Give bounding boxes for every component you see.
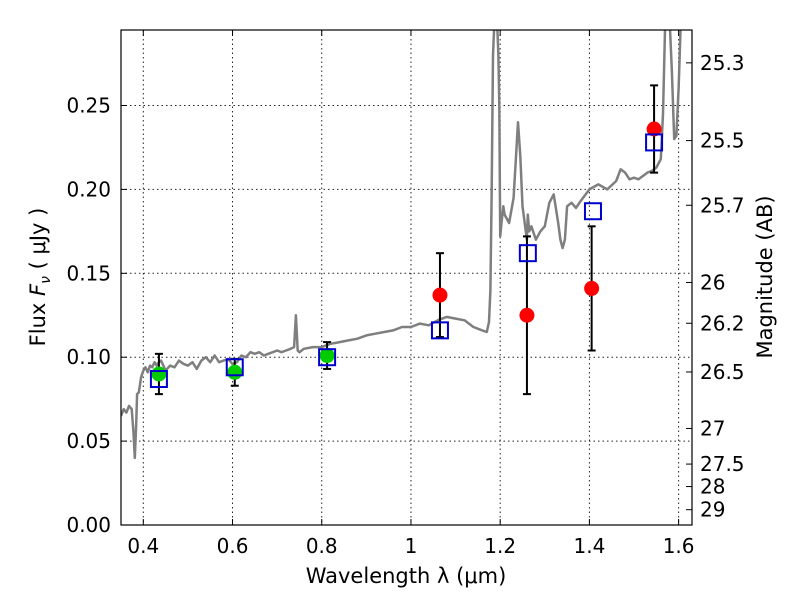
x-tick-label: 1.2 — [484, 534, 516, 558]
model-square — [225, 358, 244, 377]
right-axis-title: Magnitude (AB) — [753, 195, 777, 358]
model-square — [430, 321, 449, 340]
right-tick-label: 25.7 — [700, 193, 745, 217]
right-tick-label: 29 — [700, 498, 725, 522]
x-tick-label: 1 — [405, 534, 418, 558]
x-tick-label: 1.4 — [573, 534, 605, 558]
y-tick-label: 0.25 — [66, 94, 111, 118]
data-point — [584, 280, 600, 296]
y-axis-title-prefix: Flux — [26, 296, 50, 346]
model-square — [149, 370, 168, 389]
data-point — [227, 364, 243, 380]
x-tick-label: 1.6 — [663, 534, 695, 558]
right-tick-label: 26 — [700, 270, 725, 294]
model-square — [518, 244, 537, 263]
x-tick-label: 0.6 — [217, 534, 249, 558]
right-tick-label: 27.5 — [700, 452, 745, 476]
y-axis-title-subscript: ν — [38, 276, 54, 284]
y-tick-label: 0.15 — [66, 261, 111, 285]
model-square — [645, 133, 664, 152]
y-tick-label: 0.20 — [66, 177, 111, 201]
right-tick-label: 25.3 — [700, 51, 745, 75]
axes: 0.4 0.6 0.8 1 1.2 1.4 1.6 0.00 0.05 0.10 0.15 0.20 0… — [66, 30, 745, 558]
model-square — [318, 348, 337, 367]
grid — [121, 30, 692, 525]
data-point — [151, 366, 167, 382]
right-tick-label: 25.5 — [700, 129, 745, 153]
data-point — [319, 348, 335, 364]
model-square — [583, 202, 602, 221]
y-tick-label: 0.10 — [66, 345, 111, 369]
right-tick-label: 28 — [700, 475, 725, 499]
x-tick-label: 0.8 — [306, 534, 338, 558]
y-tick-label: 0.05 — [66, 429, 111, 453]
right-tick-label: 26.2 — [700, 311, 745, 335]
data-point — [519, 307, 535, 323]
right-tick-label: 27 — [700, 416, 725, 440]
data-point — [432, 287, 448, 303]
x-tick-label: 0.4 — [127, 534, 159, 558]
spectrum-line — [121, 30, 682, 460]
data-layer — [121, 30, 682, 460]
y-axis-title-symbol: F — [26, 283, 50, 296]
right-tick-label: 26.5 — [700, 360, 745, 384]
y-tick-label: 0.00 — [66, 513, 111, 537]
y-axis-title-suffix: ( μJy ) — [26, 208, 50, 276]
data-point — [646, 121, 662, 137]
plot-frame — [120, 29, 693, 526]
marker-layer — [149, 84, 664, 396]
x-axis-title: Wavelength λ (μm) — [306, 564, 507, 588]
y-axis-title: Flux Fν ( μJy ) — [26, 208, 54, 347]
